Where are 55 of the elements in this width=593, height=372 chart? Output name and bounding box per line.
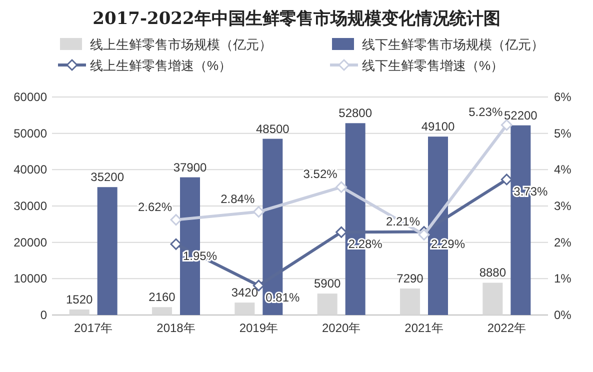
bar xyxy=(317,294,338,315)
data-label: 8880 xyxy=(479,266,506,280)
data-label: 35200 xyxy=(90,170,124,184)
point xyxy=(500,174,512,186)
bar xyxy=(482,282,503,315)
y2-tick-label: 2% xyxy=(554,235,572,250)
data-label: 3.52% xyxy=(303,167,338,182)
point xyxy=(252,206,264,218)
y-tick-label: 40000 xyxy=(14,162,48,177)
data-label: 5900 xyxy=(314,276,342,291)
y2-tick-label: 6% xyxy=(554,90,572,104)
bar xyxy=(152,307,172,315)
point xyxy=(500,119,512,131)
data-label: 1520 xyxy=(66,292,94,306)
y-tick-label: 30000 xyxy=(14,199,48,213)
legend-label: 线上生鲜零售市场规模（亿元） xyxy=(90,37,272,52)
bar xyxy=(400,288,420,315)
point xyxy=(336,181,348,193)
data-label: 2.21% xyxy=(386,214,420,229)
y-tick-label: 60000 xyxy=(14,90,48,104)
x-tick-label: 2017年 xyxy=(74,321,113,335)
legend-label: 线下生鲜零售增速（%） xyxy=(362,58,504,73)
y2-tick-label: 4% xyxy=(554,162,572,177)
data-label: 3420 xyxy=(231,286,258,300)
data-label: 2.84% xyxy=(220,192,255,206)
data-label: 7290 xyxy=(396,272,424,286)
point xyxy=(170,214,182,226)
data-label: 5.23% xyxy=(468,104,503,119)
y-tick-label: 50000 xyxy=(14,126,48,140)
point xyxy=(418,228,430,240)
x-tick-label: 2022年 xyxy=(487,321,526,335)
x-tick-label: 2018年 xyxy=(156,321,196,335)
data-label: 2160 xyxy=(148,290,176,304)
bar xyxy=(234,302,255,315)
data-label: 49100 xyxy=(421,120,456,134)
legend-label: 线上生鲜零售增速（%） xyxy=(90,58,232,73)
legend-label: 线下生鲜零售市场规模（亿元） xyxy=(362,37,544,52)
x-tick-label: 2020年 xyxy=(322,321,361,335)
data-label: 2.62% xyxy=(138,200,172,214)
y2-tick-label: 1% xyxy=(554,272,572,286)
data-label: 52200 xyxy=(504,108,538,122)
x-tick-label: 2019年 xyxy=(239,321,278,335)
data-label: 52800 xyxy=(338,106,372,120)
bar xyxy=(69,309,90,315)
y-tick-label: 20000 xyxy=(14,235,48,250)
x-tick-label: 2021年 xyxy=(404,321,444,335)
y-tick-label: 0 xyxy=(40,308,48,322)
y2-tick-label: 3% xyxy=(554,199,572,213)
chart-title: 2017-2022年中国生鲜零售市场规模变化情况统计图 xyxy=(92,9,500,29)
y2-tick-label: 5% xyxy=(554,126,572,140)
data-label: 37900 xyxy=(173,160,208,174)
data-label: 48500 xyxy=(256,122,290,136)
bar xyxy=(97,187,118,315)
y2-tick-label: 0% xyxy=(554,308,572,322)
y-tick-label: 10000 xyxy=(14,272,48,286)
